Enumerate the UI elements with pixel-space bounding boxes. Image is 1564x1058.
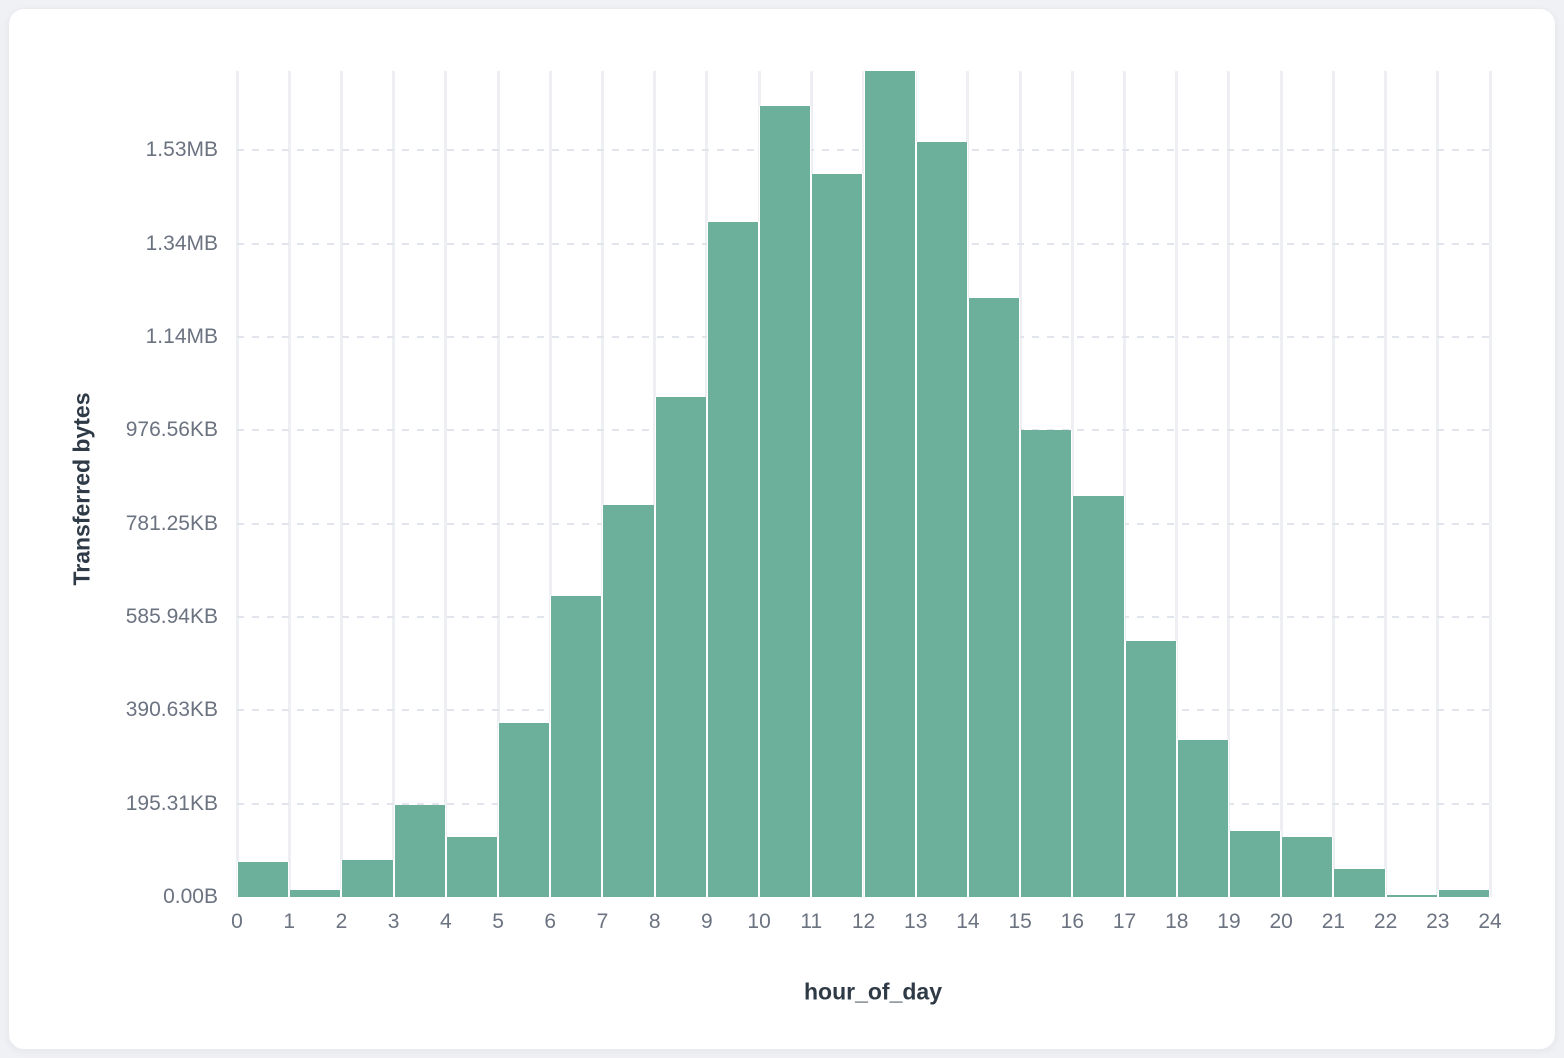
bar-hour-11[interactable]	[811, 174, 864, 897]
y-tick-label: 195.31KB	[125, 791, 218, 815]
x-tick-label: 13	[904, 910, 928, 933]
v-gridline	[392, 71, 396, 897]
bar-hour-13[interactable]	[915, 142, 968, 897]
x-axis-title: hour_of_day	[803, 978, 943, 1005]
v-gridline	[1175, 71, 1179, 897]
x-tick-label: 18	[1165, 910, 1189, 933]
bar-hour-5[interactable]	[498, 723, 551, 897]
bar-hour-18[interactable]	[1176, 740, 1229, 897]
bar-hour-3[interactable]	[393, 805, 446, 897]
v-gridline	[235, 71, 239, 897]
x-tick-label: 1	[283, 910, 296, 933]
v-gridline	[287, 71, 291, 897]
bar-hour-15[interactable]	[1020, 430, 1073, 897]
bar-hour-10[interactable]	[759, 106, 812, 897]
v-gridline	[1331, 71, 1335, 897]
v-gridline	[1488, 71, 1492, 897]
v-gridline	[339, 71, 343, 897]
y-tick-label: 976.56KB	[125, 418, 218, 442]
x-tick-label: 4	[439, 910, 452, 933]
y-tick-label: 0.00B	[163, 885, 218, 908]
bar-hour-16[interactable]	[1072, 496, 1125, 897]
v-gridline	[600, 71, 604, 897]
bar-hour-21[interactable]	[1333, 869, 1386, 897]
bar-hour-19[interactable]	[1228, 830, 1282, 897]
bar-hour-17[interactable]	[1124, 640, 1177, 897]
y-tick-label: 585.94KB	[125, 605, 218, 628]
bar-hour-12[interactable]	[863, 71, 916, 897]
x-tick-label: 16	[1060, 910, 1084, 933]
x-tick-label: 0	[231, 910, 243, 933]
x-tick-label: 10	[747, 910, 771, 933]
x-tick-label: 9	[701, 910, 713, 933]
x-tick-label: 2	[335, 910, 348, 933]
v-gridline	[1436, 71, 1440, 897]
x-tick-label: 24	[1478, 910, 1502, 933]
bar-hour-0[interactable]	[237, 862, 290, 897]
bar-hour-1[interactable]	[289, 889, 342, 897]
x-tick-label: 7	[596, 910, 609, 933]
y-tick-label: 1.34MB	[145, 231, 218, 255]
x-tick-label: 23	[1426, 910, 1450, 933]
bar-hour-8[interactable]	[654, 397, 707, 897]
v-gridline	[1384, 71, 1388, 897]
x-tick-label: 21	[1321, 910, 1346, 933]
x-tick-label: 17	[1112, 910, 1137, 933]
bar-hour-14[interactable]	[967, 297, 1021, 897]
v-gridline	[444, 71, 448, 897]
v-gridline	[1227, 71, 1231, 897]
x-tick-label: 20	[1269, 910, 1293, 933]
bar-hour-9[interactable]	[706, 222, 760, 897]
x-tick-label: 5	[492, 910, 504, 933]
x-tick-label: 3	[387, 910, 400, 933]
bar-hour-2[interactable]	[341, 860, 394, 897]
x-tick-label: 12	[851, 910, 876, 933]
x-tick-label: 6	[544, 910, 557, 933]
v-gridline	[1070, 71, 1074, 897]
v-gridline	[496, 71, 500, 897]
x-tick-label: 19	[1217, 910, 1241, 933]
v-gridline	[548, 71, 552, 897]
x-tick-label: 22	[1373, 910, 1398, 933]
x-tick-label: 15	[1008, 910, 1032, 933]
y-tick-label: 1.14MB	[145, 325, 218, 348]
bar-hour-23[interactable]	[1437, 890, 1490, 897]
y-tick-label: 781.25KB	[125, 511, 218, 535]
bar-hour-4[interactable]	[445, 836, 499, 897]
x-tick-label: 14	[956, 910, 980, 933]
bar-hour-6[interactable]	[550, 596, 603, 897]
bar-hour-7[interactable]	[602, 504, 655, 897]
x-tick-label: 8	[648, 910, 661, 933]
x-tick-label: 11	[800, 910, 823, 933]
y-tick-label: 390.63KB	[125, 698, 218, 722]
plot-area: 0.00B 195.31KB 390.63KB 585.94KB 781.25KB 976…	[126, 71, 1502, 933]
bar-hour-20[interactable]	[1281, 837, 1334, 897]
bar-hour-22[interactable]	[1385, 894, 1438, 897]
v-gridline	[1123, 71, 1127, 897]
v-gridline	[1279, 71, 1283, 897]
y-tick-label: 1.53MB	[145, 138, 218, 162]
